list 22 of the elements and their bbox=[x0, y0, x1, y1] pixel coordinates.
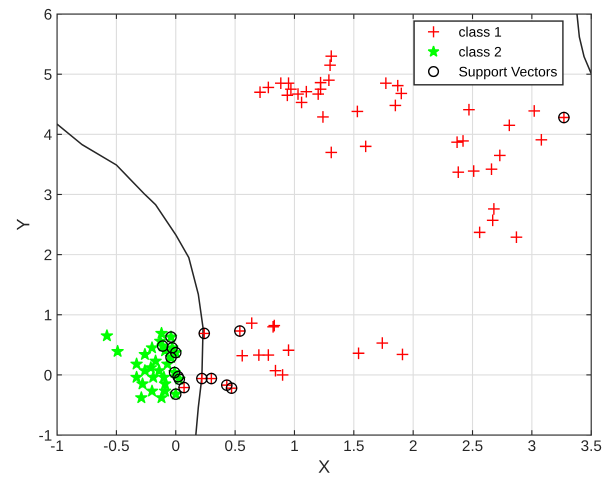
y-tick-label: 3 bbox=[44, 189, 52, 200]
x-tick-label: 3.5 bbox=[581, 440, 602, 452]
y-tick-label: -1 bbox=[39, 430, 52, 441]
legend-label: class 1 bbox=[459, 26, 502, 37]
x-tick-label: -0.5 bbox=[104, 440, 129, 452]
y-axis-title: Y bbox=[16, 218, 30, 230]
x-tick-label: 1.5 bbox=[344, 440, 364, 452]
y-tick-label: 0 bbox=[44, 370, 52, 381]
y-tick-label: 4 bbox=[44, 129, 52, 140]
x-tick-label: 2 bbox=[410, 440, 417, 451]
x-tick-label: 1 bbox=[291, 440, 298, 451]
x-tick-label: 0.5 bbox=[225, 440, 246, 452]
legend-label: Support Vectors bbox=[459, 66, 557, 80]
y-tick-label: 1 bbox=[44, 310, 52, 320]
x-tick-label: 3 bbox=[528, 440, 536, 452]
y-tick-label: 2 bbox=[44, 249, 52, 260]
x-tick-label: 2.5 bbox=[462, 440, 482, 452]
y-tick-label: 5 bbox=[44, 69, 52, 80]
x-axis-title: X bbox=[318, 460, 330, 473]
y-tick-label: 6 bbox=[44, 8, 52, 20]
x-tick-label: 0 bbox=[172, 440, 180, 452]
legend-label: class 2 bbox=[459, 46, 502, 57]
